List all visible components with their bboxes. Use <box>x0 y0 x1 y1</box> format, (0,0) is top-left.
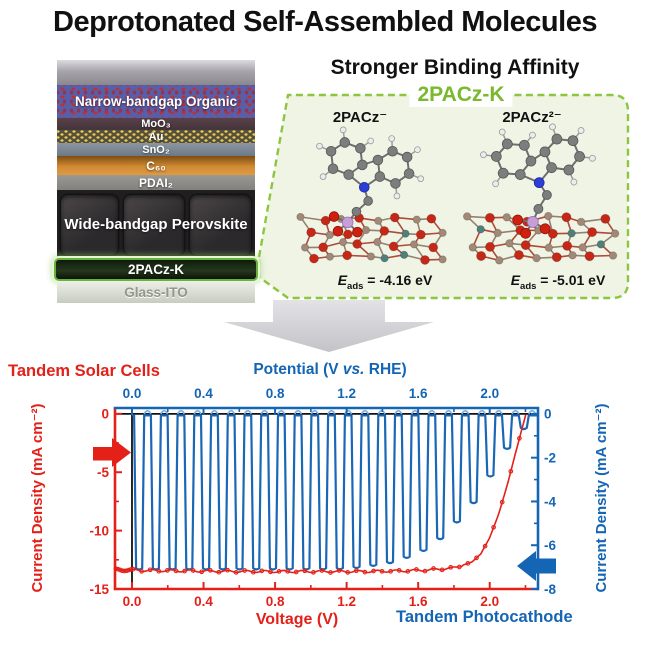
svg-text:1.6: 1.6 <box>409 594 428 609</box>
layer-au: Au <box>57 130 255 143</box>
top-axis-ticks: 0.0 0.4 0.8 1.2 1.6 2.0 <box>123 386 527 415</box>
svg-text:0: 0 <box>101 407 109 422</box>
svg-text:-8: -8 <box>544 582 556 597</box>
blue-spines <box>113 406 540 591</box>
blue-left-arrow-icon <box>517 551 556 581</box>
group-label-2pacz-k: 2PACz-K <box>409 83 513 107</box>
right-axis-title: Current Density (mA cm⁻²) <box>593 403 610 593</box>
oxide-slab <box>462 211 620 265</box>
binding-heading: Stronger Binding Affinity <box>330 56 580 79</box>
layer-perovskite: Wide-bandgap Perovskite <box>57 190 255 258</box>
red-right-arrow-icon <box>93 438 131 467</box>
carbazole-molecule <box>480 123 596 239</box>
layer-sno2: SnO₂ <box>57 143 255 156</box>
figure-title: Deprotonated Self-Assembled Molecules <box>53 6 597 38</box>
bottom-axis-ticks: 0.0 0.4 0.8 1.2 1.6 2.0 <box>123 582 527 609</box>
chopped-curve-caps <box>143 409 537 415</box>
svg-text:1.2: 1.2 <box>337 594 356 609</box>
svg-text:0.4: 0.4 <box>194 594 213 609</box>
jv-curve <box>115 414 527 574</box>
layer-glass-ito: Glass-ITO <box>57 281 255 303</box>
svg-text:0.0: 0.0 <box>123 386 142 401</box>
eads-left: Eads = -4.16 eV <box>337 272 433 292</box>
perovskite-crystal <box>189 195 252 255</box>
svg-text:0.8: 0.8 <box>266 386 285 401</box>
device-stack: Narrow-bandgap Organic MoO₃ Au SnO₂ C₆₀ … <box>54 60 258 303</box>
svg-text:1.2: 1.2 <box>337 386 356 401</box>
svg-text:0.8: 0.8 <box>266 594 285 609</box>
label-tandem-photocathode: Tandem Photocathode <box>396 608 573 626</box>
left-axis-title: Current Density (mA cm⁻²) <box>29 403 46 593</box>
svg-text:2.0: 2.0 <box>480 386 499 401</box>
svg-text:2.0: 2.0 <box>480 594 499 609</box>
perovskite-crystal <box>60 195 119 255</box>
eads-right: Eads = -5.01 eV <box>510 272 606 292</box>
layer-pacz-k: 2PACz-K <box>54 258 258 281</box>
svg-text:-2: -2 <box>544 450 556 465</box>
oxide-slab <box>296 212 447 265</box>
top-axis-title: Potential (V vs. RHE) <box>253 361 407 378</box>
chopped-curve <box>132 414 537 571</box>
svg-text:0.0: 0.0 <box>123 594 142 609</box>
down-arrow-icon <box>224 300 434 352</box>
svg-text:0.4: 0.4 <box>194 386 213 401</box>
carbazole-molecule <box>316 126 425 238</box>
molecule-structure-2pacz-2minus <box>462 123 620 265</box>
perovskite-crystal <box>124 195 184 255</box>
right-axis-ticks: 0 -2 -4 -6 -8 <box>531 407 556 597</box>
label-tandem-solar-cells: Tandem Solar Cells <box>8 362 160 380</box>
svg-text:-15: -15 <box>89 582 109 597</box>
svg-text:-4: -4 <box>544 494 556 509</box>
layer-pdai2: PDAI₂ <box>57 175 255 190</box>
svg-text:-5: -5 <box>97 465 109 480</box>
svg-text:1.6: 1.6 <box>409 386 428 401</box>
molecule-label-right: 2PACz²⁻ <box>502 109 562 126</box>
svg-text:0: 0 <box>544 407 552 422</box>
molecule-structure-2pacz-minus <box>296 126 447 265</box>
chart: 0.0 0.4 0.8 1.2 1.6 2.0 0.0 0.4 0.8 1.2 1.6 2.0 0 -5 -… <box>89 386 556 609</box>
svg-text:-10: -10 <box>89 523 109 538</box>
bottom-axis-title: Voltage (V) <box>255 611 339 628</box>
layer-narrow-bandgap-organic: Narrow-bandgap Organic <box>57 85 255 118</box>
svg-text:-6: -6 <box>544 538 556 553</box>
molecule-label-left: 2PACz⁻ <box>332 109 388 126</box>
layer-moo3: MoO₃ <box>57 118 255 130</box>
layer-top-electrode <box>57 60 255 85</box>
layer-c60: C₆₀ <box>57 156 255 175</box>
